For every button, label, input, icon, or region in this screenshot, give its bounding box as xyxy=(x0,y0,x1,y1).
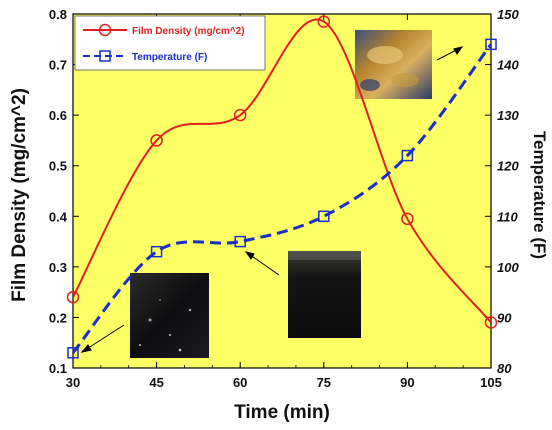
x-tick-label: 90 xyxy=(400,375,414,390)
temperature-point xyxy=(150,245,163,258)
legend-temperature-label: Temperature (F) xyxy=(132,52,207,63)
x-tick-label: 105 xyxy=(480,375,502,390)
legend-temperature-marker xyxy=(99,50,111,62)
photo-inset-2 xyxy=(288,251,361,338)
y-left-tick-label: 0.7 xyxy=(49,58,67,73)
temperature-markers xyxy=(67,38,497,359)
film-density-point xyxy=(150,134,163,147)
legend-film-density-label: Film Density (mg/cm^2) xyxy=(132,26,245,37)
y-left-tick-label: 0.1 xyxy=(49,361,67,376)
y-left-tick-label: 0.6 xyxy=(49,108,67,123)
y-right-tick-label: 100 xyxy=(497,260,519,275)
y-left-tick-label: 0.4 xyxy=(49,209,68,224)
film-density-point xyxy=(401,212,414,226)
y-left-tick-label: 0.8 xyxy=(49,7,67,22)
y-right-tick-label: 130 xyxy=(497,108,519,123)
y-left-tick-label: 0.3 xyxy=(49,260,67,275)
x-axis-ticks: 30 45 60 75 90 105 xyxy=(66,14,502,390)
y-left-tick-label: 0.2 xyxy=(49,310,67,325)
y-right-tick-label: 150 xyxy=(497,7,519,22)
x-tick-label: 45 xyxy=(149,375,163,390)
y-left-axis-title: Film Density (mg/cm^2) xyxy=(9,88,30,302)
annotation-arrows xyxy=(80,46,464,353)
y-left-axis-ticks: 0.1 0.2 0.3 0.4 0.5 0.6 0.7 0.8 xyxy=(49,7,79,376)
y-right-axis-title: Temperature (F) xyxy=(530,131,549,259)
legend: Film Density (mg/cm^2) Temperature (F) xyxy=(74,15,266,71)
y-right-tick-label: 110 xyxy=(497,209,518,224)
x-tick-label: 30 xyxy=(66,375,80,390)
x-tick-label: 60 xyxy=(233,375,247,390)
y-left-tick-label: 0.5 xyxy=(49,159,67,174)
x-tick-label: 75 xyxy=(317,375,331,390)
temperature-point xyxy=(67,347,79,359)
film-density-point xyxy=(233,108,247,122)
photo-inset-1 xyxy=(130,273,209,358)
y-right-tick-label: 80 xyxy=(497,361,512,376)
film-density-point xyxy=(66,290,80,304)
y-right-tick-label: 140 xyxy=(497,58,519,73)
temperature-point xyxy=(401,149,414,162)
temperature-line xyxy=(73,43,491,354)
film-density-line xyxy=(73,18,491,324)
photo-inset-3 xyxy=(355,30,432,99)
film-density-markers xyxy=(66,15,498,329)
film-density-point xyxy=(317,15,331,28)
y-right-tick-label: 90 xyxy=(497,310,512,325)
y-right-tick-label: 120 xyxy=(497,159,519,174)
x-axis-title: Time (min) xyxy=(234,402,330,423)
legend-film-density-marker xyxy=(98,23,112,37)
temperature-point xyxy=(485,38,497,51)
temperature-point xyxy=(234,235,246,248)
y-right-axis-ticks: 80 90 100 110 120 130 140 150 xyxy=(485,7,519,376)
temperature-point xyxy=(318,210,330,223)
film-density-point xyxy=(484,316,498,329)
